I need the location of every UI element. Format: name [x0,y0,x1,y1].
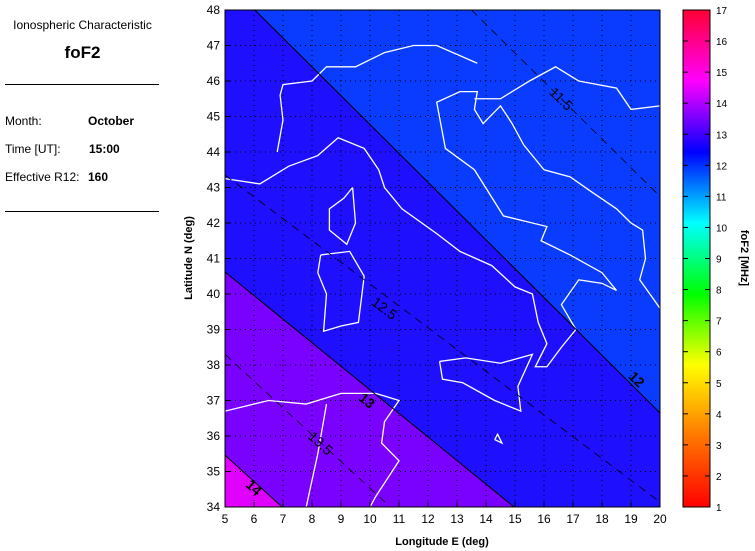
y-tick-label: 48 [207,3,221,17]
x-tick-label: 14 [479,512,493,526]
y-tick-label: 42 [207,216,221,230]
y-tick-label: 40 [207,287,221,301]
y-axis-label: Latitude N (deg) [183,216,195,300]
contour-13 [225,271,515,507]
coastline [305,403,328,507]
coastline [438,353,534,413]
x-axis-label: Longitude E (deg) [395,536,489,548]
y-tick-label: 36 [207,429,221,443]
x-tick-label: 6 [251,512,258,526]
colorbar-tick-label: 4 [716,410,722,421]
colorbar-label: foF2 [MHz] [738,230,750,287]
x-tick-label: 18 [595,512,609,526]
x-tick-label: 10 [363,512,377,526]
y-tick-label: 44 [207,145,221,159]
colorbar-tick-label: 8 [716,286,722,297]
x-tick-label: 17 [566,512,580,526]
y-tick-label: 39 [207,323,221,337]
colorbar-tick-label: 6 [716,348,722,359]
x-tick-label: 19 [624,512,638,526]
divider [5,84,159,85]
divider [5,211,159,212]
y-tick-label: 47 [207,39,221,53]
x-tick-label: 9 [338,512,345,526]
colorbar-tick-label: 11 [716,192,727,203]
y-tick-label: 46 [207,74,221,88]
x-tick-label: 5 [222,512,229,526]
time-value: 15:00 [89,142,120,156]
panel-title: Ionospheric Characteristic [13,18,152,32]
coastline [225,392,401,507]
colorbar-tick-label: 1 [716,503,722,514]
x-tick-label: 16 [537,512,551,526]
y-tick-label: 41 [207,252,221,266]
contour-14 [225,454,283,507]
coastline [317,250,365,333]
coastline [474,66,660,111]
coastline [494,432,504,445]
variable-name: foF2 [64,43,101,62]
colorbar-tick-label: 15 [716,68,728,79]
y-tick-label: 45 [207,110,221,124]
colorbar-tick-label: 9 [716,255,722,266]
colorbar-tick-label: 12 [716,161,728,172]
contour-11.5 [471,10,660,197]
x-tick-label: 20 [653,512,667,526]
month-label: Month: [5,114,42,128]
y-tick-label: 35 [207,465,221,479]
contour-12 [254,10,660,414]
coastline [328,187,357,246]
x-tick-label: 7 [280,512,287,526]
colorbar-tick-label: 17 [716,6,728,17]
colorbar-tick-label: 3 [716,441,722,452]
time-label: Time [UT]: [5,142,61,156]
coastline [225,91,660,368]
x-tick-label: 15 [508,512,522,526]
x-tick-label: 8 [309,512,316,526]
colorbar-tick-label: 10 [716,223,728,234]
r12-value: 160 [88,170,109,184]
x-tick-label: 13 [450,512,464,526]
colorbar-tick-label: 5 [716,379,722,390]
coastline [276,44,478,153]
colorbar-tick-label: 16 [716,37,728,48]
month-value: October [88,114,135,128]
colorbar-tick-label: 7 [716,317,722,328]
x-tick-label: 12 [421,512,435,526]
y-tick-label: 37 [207,394,221,408]
x-tick-label: 11 [393,512,406,526]
y-tick-label: 43 [207,181,221,195]
contour-13.5 [225,354,391,507]
colorbar-tick-label: 14 [716,99,728,110]
y-tick-label: 38 [207,358,221,372]
r12-label: Effective R12: [5,170,80,184]
colorbar-tick-label: 13 [716,130,728,141]
contour-12.5 [225,174,658,501]
y-tick-label: 34 [207,500,221,514]
colorbar-tick-label: 2 [716,472,722,483]
